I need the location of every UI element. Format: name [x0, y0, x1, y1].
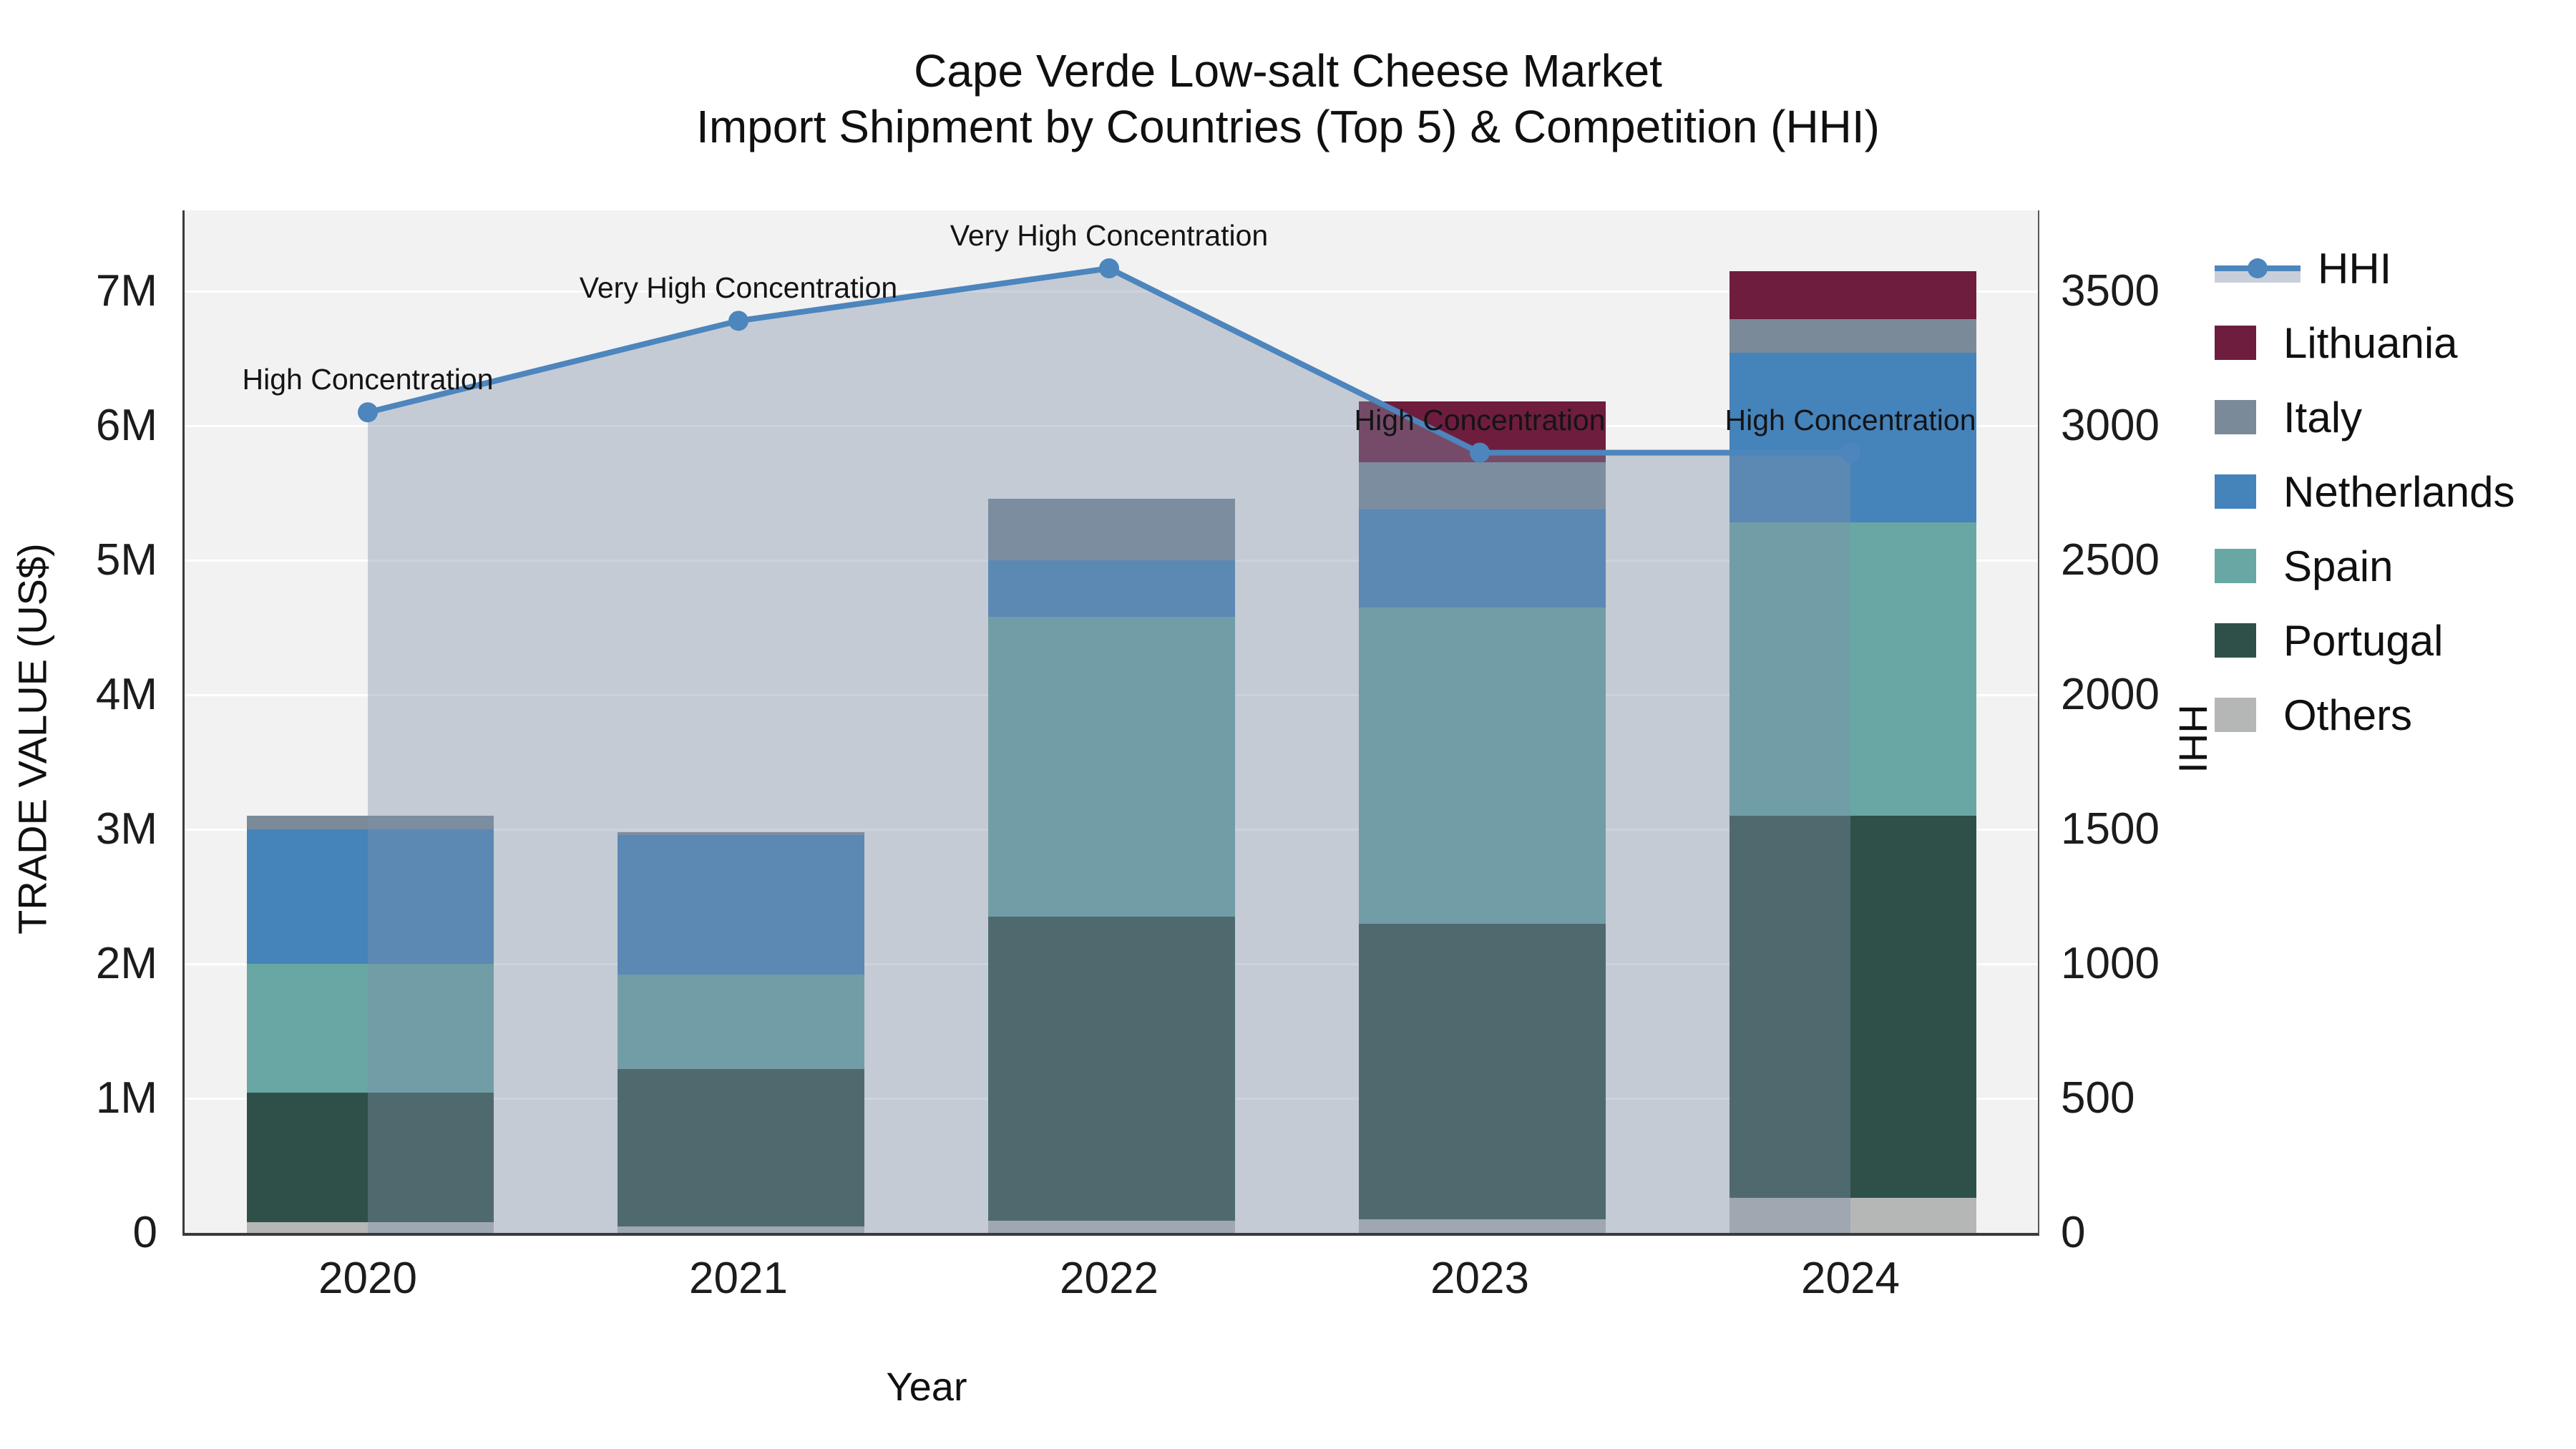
bar-segment-netherlands-2024 [1729, 353, 1976, 523]
bar-segment-portugal-2024 [1729, 816, 1976, 1199]
x-tick-label-2021: 2021 [689, 1254, 788, 1303]
legend-label-lithuania: Lithuania [2283, 318, 2458, 367]
legend-label-hhi: HHI [2318, 244, 2392, 293]
x-tick-label-2022: 2022 [1060, 1254, 1158, 1303]
hhi-legend-dot [2248, 258, 2268, 278]
legend-swatch-italy [2215, 400, 2256, 434]
y-right-tick-label: 0 [2061, 1208, 2086, 1257]
hhi-legend-line-icon [2215, 251, 2301, 286]
legend-item-italy[interactable]: Italy [2215, 385, 2362, 449]
bar-segment-others-2024 [1729, 1198, 1976, 1233]
legend-swatch-portugal [2215, 623, 2256, 658]
bar-segment-portugal-2020 [246, 1093, 494, 1222]
y-left-tick-label: 1M [95, 1073, 157, 1123]
gridline [185, 425, 2038, 427]
hhi-area-fill [368, 268, 1850, 1233]
x-axis-title: Year [886, 1364, 967, 1409]
y-right-tick-label: 1500 [2061, 804, 2160, 854]
gridline [185, 291, 2038, 293]
bar-segment-others-2020 [246, 1221, 494, 1233]
annotation-2020: High Concentration [242, 363, 494, 396]
plot-area [182, 210, 2039, 1236]
y-right-tick-label: 500 [2061, 1073, 2135, 1123]
y-right-tick-label: 2500 [2061, 535, 2160, 585]
legend-label-portugal: Portugal [2283, 616, 2444, 665]
bar-segment-spain-2023 [1358, 607, 1606, 924]
bar-segment-spain-2022 [987, 616, 1235, 917]
bar-segment-portugal-2021 [617, 1068, 864, 1226]
x-tick-label-2020: 2020 [318, 1254, 417, 1303]
legend-swatch-netherlands [2215, 474, 2256, 509]
y-left-tick-label: 5M [95, 535, 157, 585]
annotation-2021: Very High Concentration [579, 271, 898, 305]
legend-item-spain[interactable]: Spain [2215, 534, 2393, 598]
y-left-tick-label: 4M [95, 670, 157, 719]
legend-item-lithuania[interactable]: Lithuania [2215, 311, 2458, 375]
y-axis-left-title: TRADE VALUE (US$) [9, 543, 55, 935]
legend-label-spain: Spain [2283, 542, 2394, 590]
legend-item-netherlands[interactable]: Netherlands [2215, 459, 2515, 524]
legend-swatch-lithuania [2215, 326, 2256, 360]
legend-swatch-others [2215, 698, 2256, 732]
bar-segment-portugal-2023 [1358, 923, 1606, 1220]
annotation-2023: High Concentration [1354, 403, 1606, 436]
legend-item-portugal[interactable]: Portugal [2215, 608, 2443, 673]
bar-segment-spain-2020 [246, 964, 494, 1093]
y-axis-right-title: HHI [2170, 704, 2216, 774]
y-right-tick-label: 3500 [2061, 266, 2160, 316]
hhi-line-layer [358, 258, 1860, 1233]
bar-segment-lithuania-2024 [1729, 270, 1976, 320]
hhi-marker-2021 [728, 311, 748, 331]
bar-segment-netherlands-2021 [617, 834, 864, 975]
bar-segment-others-2021 [617, 1226, 864, 1233]
bar-segment-netherlands-2020 [246, 829, 494, 964]
hhi-marker-2024 [1840, 442, 1860, 463]
bar-segment-italy-2022 [987, 498, 1235, 560]
bar-segment-netherlands-2022 [987, 560, 1235, 617]
bar-segment-portugal-2022 [987, 917, 1235, 1221]
y-right-tick-label: 1000 [2061, 939, 2160, 988]
y-left-tick-label: 3M [95, 804, 157, 854]
y-left-tick-label: 2M [95, 939, 157, 988]
legend-item-others[interactable]: Others [2215, 683, 2412, 747]
bar-segment-spain-2021 [617, 975, 864, 1069]
legend-label-others: Others [2283, 691, 2413, 739]
bar-segment-italy-2021 [617, 831, 864, 835]
bar-segment-others-2023 [1358, 1219, 1606, 1233]
annotation-2022: Very High Concentration [950, 219, 1269, 253]
x-tick-label-2023: 2023 [1430, 1254, 1529, 1303]
bar-segment-spain-2024 [1729, 522, 1976, 816]
bar-segment-others-2022 [987, 1221, 1235, 1233]
hhi-marker-2022 [1099, 258, 1119, 279]
hhi-marker-2023 [1470, 442, 1490, 463]
bar-segment-italy-2024 [1729, 319, 1976, 353]
x-tick-label-2024: 2024 [1801, 1254, 1900, 1303]
legend-label-italy: Italy [2283, 393, 2363, 441]
y-right-tick-label: 3000 [2061, 401, 2160, 450]
bar-segment-netherlands-2023 [1358, 509, 1606, 608]
legend-label-netherlands: Netherlands [2283, 467, 2515, 516]
y-left-tick-label: 0 [132, 1208, 157, 1257]
hhi-marker-2020 [358, 402, 378, 423]
bar-segment-italy-2023 [1358, 462, 1606, 509]
y-left-tick-label: 7M [95, 266, 157, 316]
chart-title-line1: Cape Verde Low-salt Cheese Market [914, 45, 1662, 97]
y-left-tick-label: 6M [95, 401, 157, 450]
bar-segment-italy-2020 [246, 816, 494, 829]
annotation-2024: High Concentration [1724, 403, 1976, 436]
legend-swatch-spain [2215, 549, 2256, 583]
chart-title-line2: Import Shipment by Countries (Top 5) & C… [696, 101, 1880, 152]
legend-item-hhi[interactable]: HHI [2215, 236, 2391, 301]
y-right-tick-label: 2000 [2061, 670, 2160, 719]
